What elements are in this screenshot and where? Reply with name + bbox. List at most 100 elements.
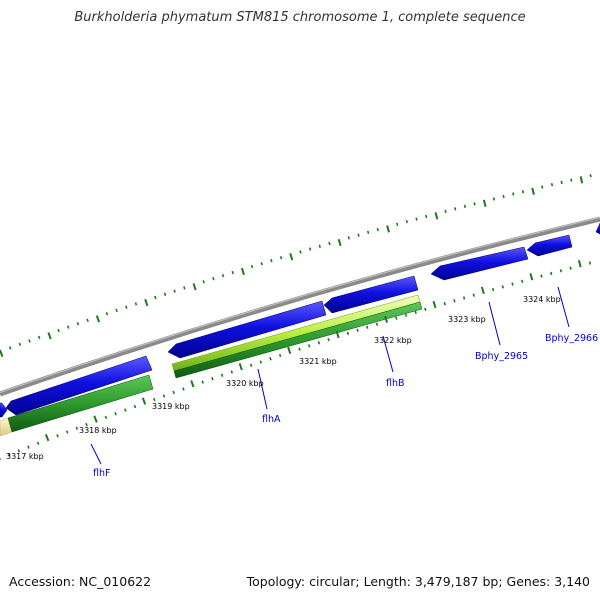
tick-mark [434,212,439,220]
tick-mark [404,313,408,317]
tick-mark [356,328,359,332]
tick-mark [511,282,514,286]
leader-line [382,335,394,373]
tick-mark [125,305,128,309]
tick-mark [36,441,40,445]
tick-mark [512,192,515,196]
leader-line [257,368,268,410]
tick-mark [141,397,147,405]
tick-mark [414,310,417,315]
tick-mark [220,373,224,377]
tick-mark [279,256,283,260]
tick-mark [289,253,294,261]
tick-mark [328,241,331,246]
tick-mark [162,394,166,398]
tick-mark [424,307,427,312]
tick-mark [415,217,418,221]
tick-mark [221,273,225,278]
tick-mark [114,412,117,416]
tick-mark [550,183,554,187]
tick-mark [260,261,263,266]
tick-mark [173,289,176,293]
tick-mark [541,185,544,189]
tick-mark [396,222,399,227]
gene-label-Bphy_2966[interactable]: Bphy_2966 [545,333,598,344]
gene-label-Bphy_2965[interactable]: Bphy_2965 [475,351,528,362]
tick-mark [346,331,350,336]
tick-mark [270,258,273,263]
tick-mark [231,270,234,275]
tick-mark [65,430,69,434]
tick-mark [0,349,4,357]
tick-mark [85,422,88,427]
tick-mark [579,176,584,184]
tick-mark [570,178,573,182]
inner-tick-ring [0,260,592,460]
tick-mark [453,299,456,303]
kbp-label: 3322 kbp [374,336,412,345]
tick-mark [44,434,50,442]
tick-mark [269,357,272,361]
tick-mark [589,174,592,178]
tick-mark [86,318,89,323]
kbp-label: 3318 kbp [79,426,117,435]
kbp-label: 3317 kbp [6,452,44,461]
tick-mark [550,271,553,276]
tick-mark [240,267,245,276]
gene-name-labels: flhF flhA flhB Bphy_2965 Bphy_2966 [93,333,598,479]
tick-mark [462,296,466,300]
tick-mark [375,322,379,326]
tick-mark [299,250,302,254]
topology-text: Topology: circular; Length: 3,479,187 bp… [246,574,590,589]
gene-label-flhA[interactable]: flhA [262,414,281,425]
gene-block-green [7,374,154,433]
kbp-label: 3323 kbp [448,315,486,324]
tick-mark [47,332,52,340]
tick-mark [491,287,495,292]
tick-mark [172,390,175,395]
tick-mark [190,380,195,388]
accession-text: Accession: NC_010622 [9,574,152,589]
tick-mark [405,220,408,224]
tick-mark [211,377,214,381]
kbp-label: 3321 kbp [299,357,337,366]
tick-mark [95,315,101,323]
tick-mark [105,312,109,316]
tick-mark [287,346,292,355]
tick-mark [75,426,79,430]
tick-mark [357,233,360,237]
tick-mark [454,207,457,211]
genome-backbone-highlight [0,217,600,393]
tick-mark [134,302,138,306]
outer-tick-ring [0,174,592,357]
tick-mark [577,260,582,268]
tick-mark [93,415,98,423]
tick-mark [238,363,243,371]
tick-mark [249,363,253,367]
tick-mark [384,315,389,323]
tick-mark [124,408,127,412]
tick-mark [347,236,350,240]
gene-label-flhF[interactable]: flhF [93,468,110,479]
tick-mark [337,238,342,247]
tick-mark [8,346,12,350]
tick-mark [66,325,70,329]
cds-arrow [430,246,529,281]
tick-mark [521,279,524,284]
tick-mark [133,404,137,409]
tick-mark [153,397,156,402]
tick-mark [57,328,60,333]
leader-line [90,443,102,465]
gene-block-lime [171,294,421,372]
tick-mark [425,214,428,219]
cds-arrow [595,222,600,235]
gene-label-flhB[interactable]: flhB [386,378,405,389]
leader-line [557,286,570,328]
kbp-label: 3320 kbp [226,379,264,388]
kbp-tick-labels: 3317 kbp 3318 kbp 3319 kbp 3320 kbp 3321… [6,295,561,461]
tick-mark [559,269,563,273]
tick-mark [212,276,215,281]
tick-mark [463,204,467,209]
tick-mark [259,360,263,364]
